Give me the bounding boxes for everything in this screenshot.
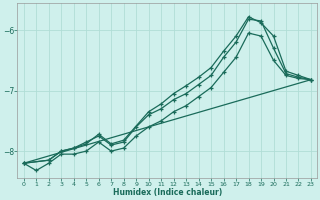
X-axis label: Humidex (Indice chaleur): Humidex (Indice chaleur) xyxy=(113,188,222,197)
